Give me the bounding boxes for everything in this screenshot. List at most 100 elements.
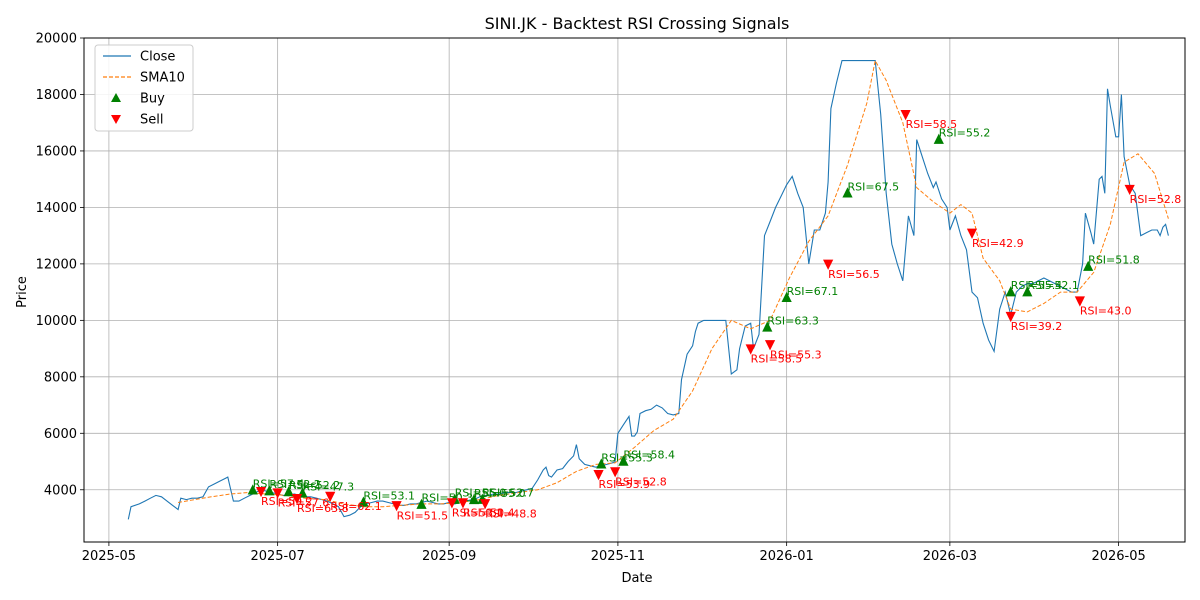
sell-marker (610, 467, 621, 478)
sell-marker (823, 259, 834, 270)
x-tick-label: 2025-05 (82, 549, 136, 564)
legend-label: Close (140, 50, 175, 65)
grid (84, 37, 1185, 542)
x-tick-label: 2025-09 (422, 549, 476, 564)
sell-label: RSI=56.5 (828, 268, 880, 281)
sell-marker (325, 491, 336, 502)
sell-label: RSI=58.5 (906, 118, 958, 131)
sell-marker (1124, 184, 1135, 196)
buy-marker (933, 133, 944, 144)
x-tick-label: 2026-05 (1091, 549, 1145, 564)
sell-label: RSI=50.4 (463, 506, 515, 519)
buy-label: RSI=63.3 (767, 314, 819, 327)
sell-marker (291, 494, 303, 505)
buy-marker (1083, 260, 1094, 271)
y-tick-label: 6000 (44, 427, 77, 442)
buy-label: RSI=52.2 (289, 479, 341, 492)
buy-marker (1022, 286, 1033, 297)
buy-label: RSI=52.2 (269, 478, 321, 491)
buy-marker (468, 493, 480, 505)
sell-label: RSI=63.8 (297, 502, 349, 515)
sell-label: RSI=43.0 (1080, 305, 1132, 318)
sell-marker (1005, 311, 1016, 323)
buy-label: RSI=55.2 (939, 127, 991, 140)
buy-marker (618, 455, 629, 466)
buy-label: RSI=51.8 (1088, 254, 1140, 267)
sell-marker (457, 498, 469, 509)
sell-marker (391, 501, 402, 512)
y-axis-title: Price (15, 276, 30, 308)
sell-marker (1074, 296, 1085, 307)
sell-marker (446, 498, 458, 509)
y-tick-label: 4000 (44, 483, 77, 498)
buy-label: RSI=52.1 (1027, 279, 1079, 292)
legend-label: SMA10 (140, 71, 185, 86)
legend-sell-swatch (111, 115, 121, 124)
legend: Close SMA10 Buy Sell (94, 44, 194, 132)
series-line-close (127, 60, 1169, 520)
plot-frame (83, 37, 1186, 543)
sell-label: RSI=39.2 (1011, 320, 1063, 333)
series-layer (127, 59, 1169, 520)
sell-label: RSI=62.1 (330, 500, 382, 513)
sell-label: RSI=52.8 (615, 475, 667, 488)
series-line-sma10 (178, 59, 1169, 508)
sell-marker (764, 340, 776, 351)
sell-marker (593, 470, 604, 481)
buy-marker (247, 484, 258, 495)
legend-label: Buy (140, 92, 165, 107)
sell-label: RSI=53.1 (452, 506, 504, 519)
buy-label: RSI=55.0 (455, 487, 507, 500)
buy-label: RSI=58.4 (623, 449, 675, 462)
buy-label: RSI=55.4 (1011, 279, 1063, 292)
buy-marker (358, 496, 369, 507)
legend-box (94, 44, 194, 132)
buy-label: RSI=67.5 (848, 180, 900, 193)
buy-marker (842, 187, 853, 198)
buy-marker (283, 486, 294, 497)
y-tick-label: 20000 (36, 32, 77, 47)
legend-buy-swatch (111, 93, 121, 102)
y-tick-label: 12000 (36, 257, 77, 272)
signal-layer: RSI=57.4RSI=52.2RSI=52.2RSI=47.3RSI=53.1… (247, 110, 1182, 522)
sell-label: RSI=53.9 (599, 478, 651, 491)
sell-label: RSI=51.5 (397, 509, 449, 522)
sell-label: RSI=58.5 (751, 353, 803, 366)
buy-label: RSI=52.7 (482, 487, 534, 500)
buy-marker (781, 291, 792, 302)
legend-label: Sell (140, 113, 163, 128)
chart-title: SINI.JK - Backtest RSI Crossing Signals (485, 14, 790, 33)
sell-marker (900, 110, 911, 121)
buy-marker (1005, 286, 1016, 297)
y-tick-label: 18000 (36, 88, 77, 103)
y-tick-label: 16000 (36, 144, 77, 159)
sell-label: RSI=55.3 (770, 348, 822, 361)
sell-label: RSI=48.8 (485, 507, 537, 520)
tick-layer: 2025-05 2025-07 2025-09 2025-11 2026-01 2026-… (36, 32, 1146, 565)
x-axis-title: Date (621, 571, 652, 586)
x-tick-label: 2026-01 (759, 549, 813, 564)
y-tick-label: 10000 (36, 314, 77, 329)
sell-marker (272, 488, 283, 499)
buy-marker (264, 485, 275, 496)
buy-marker (416, 498, 427, 509)
x-tick-label: 2025-11 (591, 549, 645, 564)
sell-marker (966, 228, 978, 239)
y-tick-label: 14000 (36, 201, 77, 216)
buy-label: RSI=55.0 (474, 487, 526, 500)
x-tick-label: 2026-03 (923, 549, 977, 564)
sell-marker (745, 344, 756, 355)
sell-marker (255, 486, 267, 498)
buy-marker (762, 321, 773, 332)
sell-label: RSI=52.8 (1130, 193, 1182, 206)
buy-label: RSI=55.3 (601, 451, 653, 464)
x-tick-label: 2025-07 (250, 549, 304, 564)
sell-label: RSI=57.6 (278, 497, 330, 510)
buy-label: RSI=47.3 (303, 480, 355, 493)
buy-label: RSI=53.1 (363, 489, 415, 502)
sell-marker (480, 499, 491, 510)
buy-label: RSI=67.1 (787, 285, 839, 298)
sell-label: RSI=42.9 (972, 237, 1024, 250)
